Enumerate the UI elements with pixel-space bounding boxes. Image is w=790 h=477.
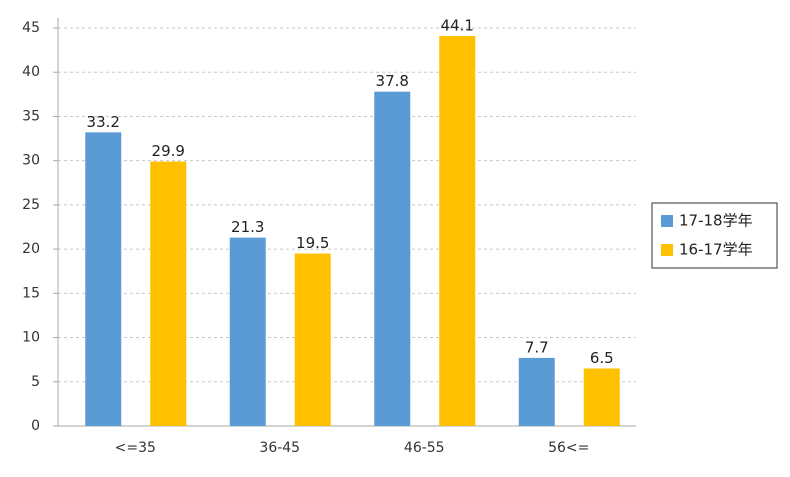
bar bbox=[229, 237, 266, 426]
x-tick-label: 56<= bbox=[548, 440, 589, 456]
legend-label: 17-18学年 bbox=[679, 212, 753, 230]
y-tick-label: 30 bbox=[22, 153, 40, 169]
legend-swatch bbox=[661, 215, 673, 227]
data-label: 21.3 bbox=[231, 218, 264, 236]
bar bbox=[150, 161, 187, 426]
bar bbox=[439, 35, 476, 427]
data-label: 19.5 bbox=[296, 234, 329, 252]
legend-box bbox=[651, 202, 778, 269]
data-label: 6.5 bbox=[590, 349, 614, 367]
bar bbox=[85, 132, 122, 426]
y-tick-label: 0 bbox=[31, 418, 40, 434]
bar bbox=[518, 357, 555, 426]
bar bbox=[294, 253, 331, 426]
y-tick-label: 20 bbox=[22, 241, 40, 257]
y-tick-label: 10 bbox=[22, 330, 40, 346]
bar bbox=[374, 91, 411, 427]
data-label: 44.1 bbox=[441, 16, 474, 34]
legend-swatch bbox=[661, 244, 673, 256]
x-tick-label: 46-55 bbox=[404, 440, 445, 456]
y-tick-label: 45 bbox=[22, 20, 40, 36]
x-tick-label: 36-45 bbox=[259, 440, 300, 456]
data-label: 29.9 bbox=[152, 142, 185, 160]
y-tick-label: 5 bbox=[31, 374, 40, 390]
legend-label: 16-17学年 bbox=[679, 241, 753, 259]
y-tick-label: 25 bbox=[22, 197, 40, 213]
data-label: 7.7 bbox=[525, 338, 549, 356]
x-tick-label: <=35 bbox=[115, 440, 156, 456]
y-tick-label: 35 bbox=[22, 108, 40, 124]
y-tick-label: 15 bbox=[22, 285, 40, 301]
bar bbox=[583, 368, 620, 426]
data-label: 37.8 bbox=[376, 72, 409, 90]
data-label: 33.2 bbox=[87, 113, 120, 131]
y-tick-label: 40 bbox=[22, 64, 40, 80]
